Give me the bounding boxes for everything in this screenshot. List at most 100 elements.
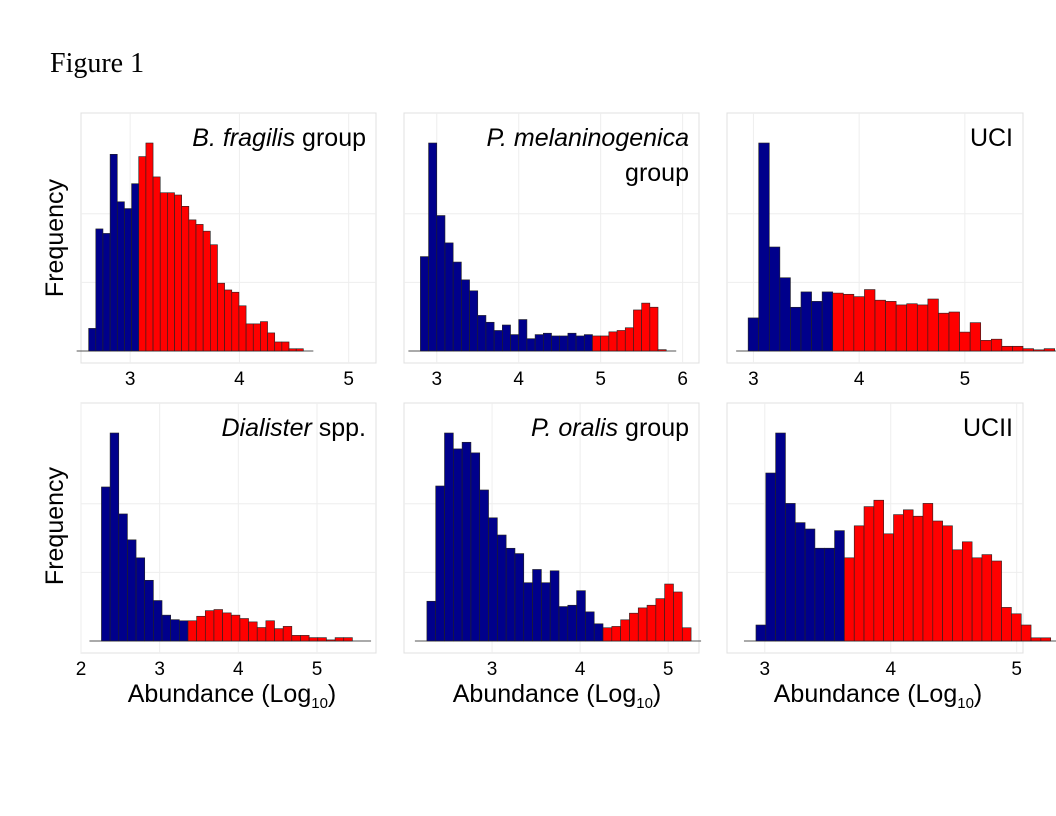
histogram-bar: [1001, 607, 1012, 642]
histogram-bar: [109, 432, 120, 642]
x-tick-label: 5: [312, 659, 323, 680]
x-tick-label: 6: [677, 369, 688, 390]
x-axis-title: Abundance (Log10): [774, 680, 983, 712]
histogram-panel: 3 4 5 B. fragilis group: [76, 112, 377, 390]
x-axis-title: Abundance (Log10): [128, 680, 337, 712]
histogram-bar: [152, 176, 161, 352]
histogram-bar: [145, 142, 154, 352]
histogram-bar: [592, 335, 601, 352]
histogram-bar: [452, 261, 462, 352]
x-tick-label: 4: [233, 659, 244, 680]
panel-title-plain: spp.: [312, 414, 366, 442]
histogram-bar: [101, 486, 111, 642]
x-axis-title-subscript: 10: [636, 695, 653, 712]
histogram-bar: [144, 579, 154, 642]
histogram-bar: [657, 349, 667, 352]
histogram-bar: [779, 277, 791, 352]
histogram-bar: [222, 612, 232, 642]
histogram-bar: [109, 154, 118, 352]
histogram-bar: [159, 192, 168, 352]
histogram-bar: [248, 621, 258, 642]
panel-title: Dialister spp.: [222, 414, 367, 442]
x-tick-label: 3: [154, 659, 165, 680]
x-tick-label: 3: [125, 369, 136, 390]
histogram-bar: [765, 472, 776, 642]
histogram-bar: [785, 503, 796, 642]
histogram-bar: [567, 604, 577, 642]
histogram-bar: [477, 315, 487, 352]
panel-title: UCII: [963, 414, 1013, 442]
histogram-bar: [1043, 348, 1056, 352]
histogram-bar: [916, 304, 929, 352]
histogram-bar: [541, 582, 551, 642]
histogram-bar: [959, 331, 971, 352]
histogram-bar: [308, 637, 319, 642]
histogram-bar: [444, 242, 454, 352]
histogram-bar: [611, 626, 621, 642]
histogram-bar: [990, 338, 1003, 352]
histogram-bar: [948, 311, 960, 352]
histogram-bar: [747, 317, 760, 352]
histogram-bar: [534, 334, 544, 352]
histogram-bar: [245, 323, 254, 352]
axis-titles: Frequency Frequency Abundance (Log10) Ab…: [41, 178, 982, 712]
histogram-bar: [971, 557, 983, 642]
panel-title-plain: UCI: [970, 124, 1013, 152]
histogram-bar: [834, 530, 845, 642]
x-tick-label: 4: [234, 369, 245, 390]
histogram-bar: [260, 321, 268, 352]
histogram-bar: [532, 569, 542, 642]
histogram-bar: [300, 635, 310, 642]
x-tick-label: 5: [595, 369, 606, 390]
x-axis-title-subscript: 10: [957, 695, 974, 712]
histogram-bar: [664, 583, 674, 642]
histogram-bar: [1020, 624, 1032, 642]
histogram-bar: [497, 534, 507, 642]
histogram-bar: [461, 279, 470, 352]
histogram-bar: [616, 330, 626, 352]
histogram-bar: [469, 290, 479, 352]
histogram-bar: [202, 230, 211, 352]
histogram-bar: [138, 156, 147, 352]
histogram-bar: [523, 582, 533, 642]
panel-title: UCI: [970, 124, 1013, 152]
x-axis-title-close: ): [328, 680, 336, 708]
histogram-bar: [927, 298, 939, 352]
histogram-bar: [210, 244, 218, 352]
panel-title: group: [625, 159, 689, 187]
histogram-bar: [646, 604, 657, 642]
histogram-bar: [629, 612, 639, 642]
x-tick-label: 3: [759, 659, 770, 680]
histogram-bar: [567, 332, 577, 352]
panel-title-italic: P. oralis: [531, 414, 618, 442]
histogram-bar: [842, 293, 855, 352]
x-axis-title-main: Abundance (Log: [453, 680, 636, 708]
histogram-bar: [620, 619, 630, 642]
histogram-bar: [932, 520, 943, 642]
histogram-bar: [291, 635, 301, 642]
x-tick-label: 2: [76, 659, 87, 680]
histogram-bar: [526, 338, 536, 352]
histogram-bar: [794, 522, 806, 642]
histogram-bar: [161, 614, 171, 642]
histogram-bar: [804, 528, 816, 642]
histogram-bar: [883, 533, 894, 642]
histogram-bar: [514, 553, 525, 642]
x-tick-label: 4: [575, 659, 586, 680]
histogram-bar: [435, 485, 445, 642]
histogram-bar: [558, 606, 569, 642]
histogram-bar: [295, 348, 304, 352]
histogram-bar: [453, 448, 463, 642]
histogram-bar: [127, 539, 137, 642]
x-tick-label: 4: [513, 369, 524, 390]
histogram-panel: 2 3 4 5 Dialister spp.: [76, 402, 377, 680]
histogram-bar: [265, 620, 275, 642]
histogram-bar: [239, 618, 249, 642]
x-tick-label: 5: [1011, 659, 1022, 680]
histogram-bar: [637, 607, 648, 642]
y-axis-title: Frequency: [41, 466, 69, 585]
histogram-bar: [188, 219, 197, 352]
histogram-bar: [167, 192, 175, 352]
histogram-bar: [608, 331, 618, 352]
